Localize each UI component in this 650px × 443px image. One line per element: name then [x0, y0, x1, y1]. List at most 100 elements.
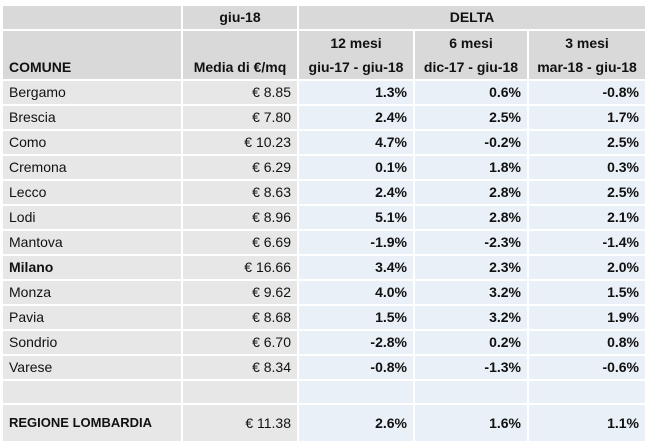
- delta-3-cell: 1.9%: [529, 306, 646, 331]
- delta-3-cell: 0.8%: [529, 331, 646, 356]
- delta-3-cell: 2.0%: [529, 256, 646, 281]
- delta-12-cell: 4.7%: [299, 131, 415, 156]
- media-cell: € 6.70: [183, 331, 299, 356]
- delta-6-cell: 2.5%: [415, 106, 529, 131]
- media-cell: € 10.23: [183, 131, 299, 156]
- total-delta-12-cell: 2.6%: [299, 405, 415, 443]
- table-row-milano: Milano € 16.66 3.4% 2.3% 2.0%: [3, 256, 646, 281]
- delta-3-cell: 2.1%: [529, 206, 646, 231]
- header-delta-3-range: mar-18 - giu-18: [537, 59, 637, 75]
- spacer-cell: [529, 381, 646, 405]
- header-delta-6-title: 6 mesi: [449, 35, 493, 51]
- header-delta-12: 12 mesi giu-17 - giu-18: [299, 31, 415, 81]
- delta-3-cell: 0.3%: [529, 156, 646, 181]
- table-row: Brescia € 7.80 2.4% 2.5% 1.7%: [3, 106, 646, 131]
- header-period: giu-18: [183, 6, 299, 31]
- delta-6-cell: 0.2%: [415, 331, 529, 356]
- delta-3-cell: 2.5%: [529, 181, 646, 206]
- media-cell: € 8.85: [183, 81, 299, 106]
- header-delta: DELTA: [299, 6, 646, 31]
- delta-3-cell: 2.5%: [529, 131, 646, 156]
- total-media-cell: € 11.38: [183, 405, 299, 443]
- spacer-cell: [415, 381, 529, 405]
- delta-3-cell: -0.6%: [529, 356, 646, 381]
- delta-6-cell: 2.8%: [415, 181, 529, 206]
- delta-6-cell: 3.2%: [415, 281, 529, 306]
- delta-6-cell: 0.6%: [415, 81, 529, 106]
- comune-cell: Pavia: [3, 306, 183, 331]
- delta-3-cell: -1.4%: [529, 231, 646, 256]
- header-blank-cell: [3, 6, 183, 31]
- media-cell: € 8.68: [183, 306, 299, 331]
- delta-12-cell: 3.4%: [299, 256, 415, 281]
- delta-12-cell: -0.8%: [299, 356, 415, 381]
- delta-3-cell: 1.5%: [529, 281, 646, 306]
- media-cell: € 7.80: [183, 106, 299, 131]
- delta-6-cell: 3.2%: [415, 306, 529, 331]
- delta-6-cell: -0.2%: [415, 131, 529, 156]
- delta-3-cell: -0.8%: [529, 81, 646, 106]
- table-row: Lodi € 8.96 5.1% 2.8% 2.1%: [3, 206, 646, 231]
- header-media: Media di €/mq: [183, 31, 299, 81]
- comune-cell: Brescia: [3, 106, 183, 131]
- header-delta-6: 6 mesi dic-17 - giu-18: [415, 31, 529, 81]
- delta-12-cell: 1.3%: [299, 81, 415, 106]
- table-row: Mantova € 6.69 -1.9% -2.3% -1.4%: [3, 231, 646, 256]
- table-row: Varese € 8.34 -0.8% -1.3% -0.6%: [3, 356, 646, 381]
- comune-cell: Monza: [3, 281, 183, 306]
- header-row-top: giu-18 DELTA: [3, 6, 646, 31]
- spacer-row: [3, 381, 646, 405]
- table-row: Pavia € 8.68 1.5% 3.2% 1.9%: [3, 306, 646, 331]
- media-cell: € 8.34: [183, 356, 299, 381]
- delta-6-cell: 1.8%: [415, 156, 529, 181]
- media-cell: € 6.29: [183, 156, 299, 181]
- delta-6-cell: 2.8%: [415, 206, 529, 231]
- table-row: Lecco € 8.63 2.4% 2.8% 2.5%: [3, 181, 646, 206]
- table-row: Bergamo € 8.85 1.3% 0.6% -0.8%: [3, 81, 646, 106]
- header-delta-3: 3 mesi mar-18 - giu-18: [529, 31, 646, 81]
- table-row: Cremona € 6.29 0.1% 1.8% 0.3%: [3, 156, 646, 181]
- spacer-cell: [299, 381, 415, 405]
- header-delta-3-title: 3 mesi: [565, 35, 609, 51]
- delta-3-cell: 1.7%: [529, 106, 646, 131]
- header-row-main: COMUNE Media di €/mq 12 mesi giu-17 - gi…: [3, 31, 646, 81]
- delta-12-cell: -2.8%: [299, 331, 415, 356]
- total-row: REGIONE LOMBARDIA € 11.38 2.6% 1.6% 1.1%: [3, 405, 646, 443]
- spacer-cell: [3, 381, 183, 405]
- delta-12-cell: -1.9%: [299, 231, 415, 256]
- comune-cell: Cremona: [3, 156, 183, 181]
- comune-cell: Sondrio: [3, 331, 183, 356]
- header-delta-12-title: 12 mesi: [330, 35, 382, 51]
- comune-cell: Milano: [3, 256, 183, 281]
- spacer-cell: [183, 381, 299, 405]
- media-cell: € 9.62: [183, 281, 299, 306]
- delta-12-cell: 1.5%: [299, 306, 415, 331]
- total-comune-cell: REGIONE LOMBARDIA: [3, 405, 183, 443]
- delta-6-cell: -2.3%: [415, 231, 529, 256]
- comune-cell: Lodi: [3, 206, 183, 231]
- delta-12-cell: 2.4%: [299, 181, 415, 206]
- media-cell: € 6.69: [183, 231, 299, 256]
- total-delta-3-cell: 1.1%: [529, 405, 646, 443]
- comune-cell: Varese: [3, 356, 183, 381]
- media-cell: € 8.63: [183, 181, 299, 206]
- comune-cell: Mantova: [3, 231, 183, 256]
- delta-12-cell: 4.0%: [299, 281, 415, 306]
- comune-cell: Bergamo: [3, 81, 183, 106]
- header-delta-6-range: dic-17 - giu-18: [423, 59, 519, 75]
- table-row: Monza € 9.62 4.0% 3.2% 1.5%: [3, 281, 646, 306]
- delta-6-cell: -1.3%: [415, 356, 529, 381]
- comune-cell: Como: [3, 131, 183, 156]
- table-row: Sondrio € 6.70 -2.8% 0.2% 0.8%: [3, 331, 646, 356]
- header-comune: COMUNE: [3, 31, 183, 81]
- delta-12-cell: 2.4%: [299, 106, 415, 131]
- table-row: Como € 10.23 4.7% -0.2% 2.5%: [3, 131, 646, 156]
- header-delta-12-range: giu-17 - giu-18: [308, 59, 404, 75]
- media-cell: € 16.66: [183, 256, 299, 281]
- comune-cell: Lecco: [3, 181, 183, 206]
- total-delta-6-cell: 1.6%: [415, 405, 529, 443]
- delta-12-cell: 5.1%: [299, 206, 415, 231]
- price-delta-table: giu-18 DELTA COMUNE Media di €/mq 12 mes…: [3, 6, 646, 443]
- media-cell: € 8.96: [183, 206, 299, 231]
